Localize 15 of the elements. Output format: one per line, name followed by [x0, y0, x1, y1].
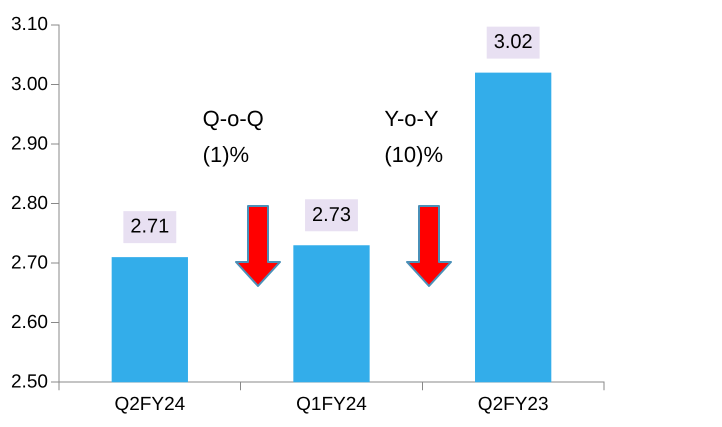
y-tick-label: 2.90	[10, 133, 48, 154]
y-tick-label: 3.10	[10, 14, 48, 36]
y-tick-label: 2.60	[10, 312, 48, 333]
x-tick-label: Q2FY24	[114, 394, 186, 415]
y-tick-label: 3.00	[10, 74, 48, 95]
annotation: Y-o-Y (10)%	[384, 106, 444, 168]
x-tick-label: Q1FY24	[296, 394, 368, 415]
x-tick-label: Q2FY23	[478, 394, 549, 415]
data-label: 2.73	[312, 204, 351, 226]
data-label: 3.02	[494, 31, 533, 54]
y-tick-label: 2.80	[10, 192, 48, 214]
annotation: Q-o-Q (1)%	[202, 106, 264, 168]
y-tick-label: 2.70	[10, 252, 48, 274]
data-label: 2.71	[130, 216, 170, 238]
y-tick-label: 2.50	[10, 371, 48, 392]
